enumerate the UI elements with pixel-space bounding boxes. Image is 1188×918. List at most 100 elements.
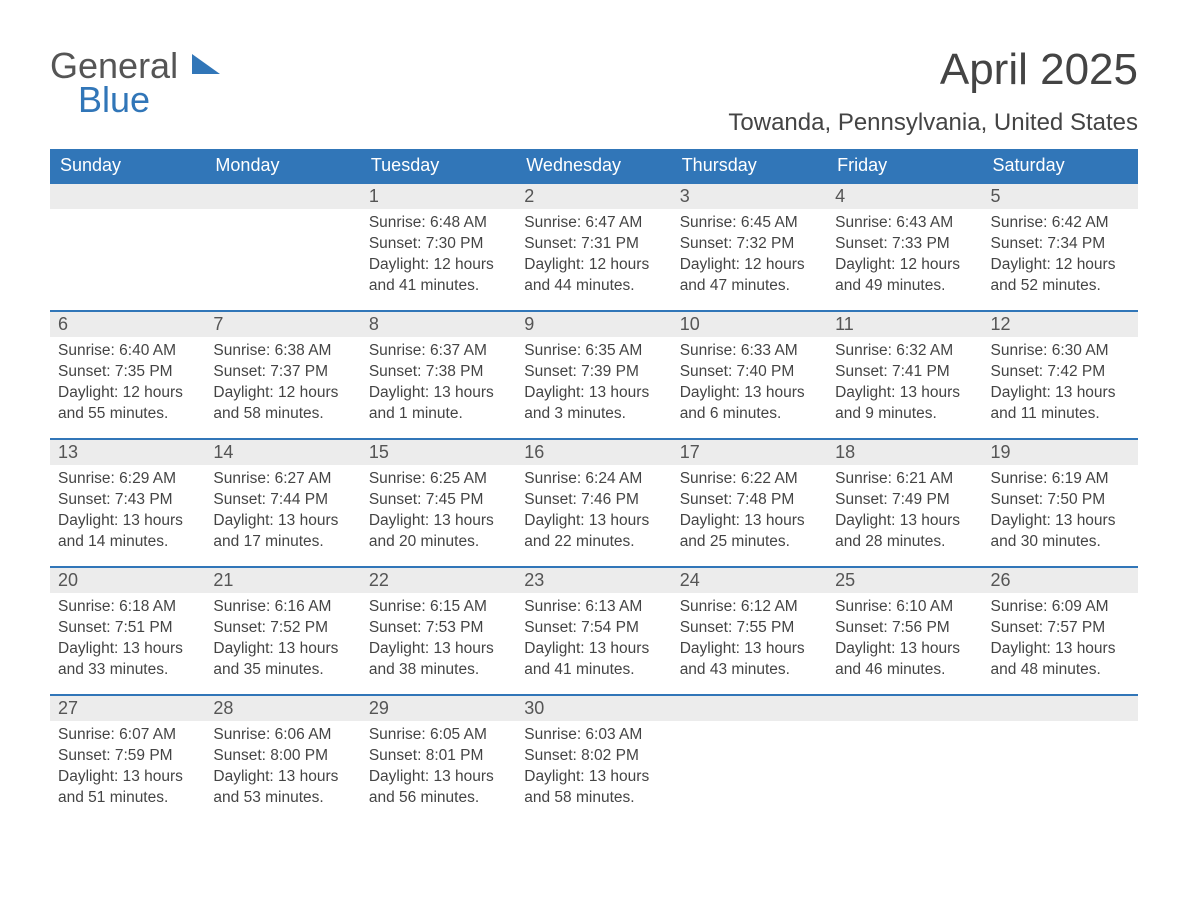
day-cell: 6Sunrise: 6:40 AMSunset: 7:35 PMDaylight… [50, 311, 205, 439]
sunrise-text: Sunrise: 6:45 AM [680, 213, 819, 234]
header: General Blue April 2025 Towanda, Pennsyl… [50, 45, 1138, 137]
daylight-text: Daylight: 13 hours and 1 minute. [369, 383, 508, 425]
sunset-text: Sunset: 8:01 PM [369, 746, 508, 767]
day-number: 17 [672, 440, 827, 465]
daylight-text: Daylight: 13 hours and 51 minutes. [58, 767, 197, 809]
day-cell: 27Sunrise: 6:07 AMSunset: 7:59 PMDayligh… [50, 695, 205, 823]
daylight-text: Daylight: 13 hours and 30 minutes. [991, 511, 1130, 553]
daylight-text: Daylight: 12 hours and 52 minutes. [991, 255, 1130, 297]
day-body: Sunrise: 6:30 AMSunset: 7:42 PMDaylight:… [983, 337, 1138, 435]
day-cell: 28Sunrise: 6:06 AMSunset: 8:00 PMDayligh… [205, 695, 360, 823]
sunset-text: Sunset: 7:34 PM [991, 234, 1130, 255]
sunset-text: Sunset: 8:00 PM [213, 746, 352, 767]
day-cell [672, 695, 827, 823]
day-body: Sunrise: 6:12 AMSunset: 7:55 PMDaylight:… [672, 593, 827, 691]
weekday-header: Thursday [672, 149, 827, 183]
week-row: 6Sunrise: 6:40 AMSunset: 7:35 PMDaylight… [50, 311, 1138, 439]
logo: General Blue [50, 45, 220, 121]
day-body: Sunrise: 6:16 AMSunset: 7:52 PMDaylight:… [205, 593, 360, 691]
day-cell: 21Sunrise: 6:16 AMSunset: 7:52 PMDayligh… [205, 567, 360, 695]
sunset-text: Sunset: 7:32 PM [680, 234, 819, 255]
sunset-text: Sunset: 7:31 PM [524, 234, 663, 255]
month-title: April 2025 [728, 45, 1138, 95]
sunset-text: Sunset: 7:40 PM [680, 362, 819, 383]
weekday-header: Sunday [50, 149, 205, 183]
day-body [983, 721, 1138, 735]
day-cell: 1Sunrise: 6:48 AMSunset: 7:30 PMDaylight… [361, 183, 516, 311]
location: Towanda, Pennsylvania, United States [728, 109, 1138, 137]
day-cell: 15Sunrise: 6:25 AMSunset: 7:45 PMDayligh… [361, 439, 516, 567]
sunset-text: Sunset: 7:52 PM [213, 618, 352, 639]
daylight-text: Daylight: 12 hours and 49 minutes. [835, 255, 974, 297]
weekday-header: Wednesday [516, 149, 671, 183]
day-number: 2 [516, 184, 671, 209]
day-body: Sunrise: 6:40 AMSunset: 7:35 PMDaylight:… [50, 337, 205, 435]
title-block: April 2025 Towanda, Pennsylvania, United… [728, 45, 1138, 137]
day-number [50, 184, 205, 209]
sunrise-text: Sunrise: 6:16 AM [213, 597, 352, 618]
day-number: 10 [672, 312, 827, 337]
day-number: 15 [361, 440, 516, 465]
day-body: Sunrise: 6:27 AMSunset: 7:44 PMDaylight:… [205, 465, 360, 563]
day-cell: 2Sunrise: 6:47 AMSunset: 7:31 PMDaylight… [516, 183, 671, 311]
daylight-text: Daylight: 13 hours and 56 minutes. [369, 767, 508, 809]
sunset-text: Sunset: 7:41 PM [835, 362, 974, 383]
day-number [205, 184, 360, 209]
daylight-text: Daylight: 13 hours and 53 minutes. [213, 767, 352, 809]
logo-text-blue: Blue [78, 79, 220, 121]
day-number: 12 [983, 312, 1138, 337]
day-cell: 18Sunrise: 6:21 AMSunset: 7:49 PMDayligh… [827, 439, 982, 567]
daylight-text: Daylight: 13 hours and 46 minutes. [835, 639, 974, 681]
sunset-text: Sunset: 7:33 PM [835, 234, 974, 255]
sunrise-text: Sunrise: 6:05 AM [369, 725, 508, 746]
day-number: 18 [827, 440, 982, 465]
sunset-text: Sunset: 7:42 PM [991, 362, 1130, 383]
day-body: Sunrise: 6:47 AMSunset: 7:31 PMDaylight:… [516, 209, 671, 307]
sunrise-text: Sunrise: 6:47 AM [524, 213, 663, 234]
day-number: 29 [361, 696, 516, 721]
weekday-header: Tuesday [361, 149, 516, 183]
day-number: 14 [205, 440, 360, 465]
day-body: Sunrise: 6:03 AMSunset: 8:02 PMDaylight:… [516, 721, 671, 819]
day-number: 27 [50, 696, 205, 721]
day-number: 19 [983, 440, 1138, 465]
sunrise-text: Sunrise: 6:07 AM [58, 725, 197, 746]
sunset-text: Sunset: 8:02 PM [524, 746, 663, 767]
sunset-text: Sunset: 7:44 PM [213, 490, 352, 511]
sunset-text: Sunset: 7:54 PM [524, 618, 663, 639]
sunset-text: Sunset: 7:30 PM [369, 234, 508, 255]
day-body: Sunrise: 6:22 AMSunset: 7:48 PMDaylight:… [672, 465, 827, 563]
daylight-text: Daylight: 12 hours and 58 minutes. [213, 383, 352, 425]
day-cell: 30Sunrise: 6:03 AMSunset: 8:02 PMDayligh… [516, 695, 671, 823]
day-cell: 11Sunrise: 6:32 AMSunset: 7:41 PMDayligh… [827, 311, 982, 439]
sunrise-text: Sunrise: 6:24 AM [524, 469, 663, 490]
week-row: 1Sunrise: 6:48 AMSunset: 7:30 PMDaylight… [50, 183, 1138, 311]
calendar-table: Sunday Monday Tuesday Wednesday Thursday… [50, 149, 1138, 823]
daylight-text: Daylight: 13 hours and 35 minutes. [213, 639, 352, 681]
weekday-header: Monday [205, 149, 360, 183]
day-cell: 9Sunrise: 6:35 AMSunset: 7:39 PMDaylight… [516, 311, 671, 439]
sunrise-text: Sunrise: 6:35 AM [524, 341, 663, 362]
day-cell: 12Sunrise: 6:30 AMSunset: 7:42 PMDayligh… [983, 311, 1138, 439]
daylight-text: Daylight: 13 hours and 17 minutes. [213, 511, 352, 553]
day-body: Sunrise: 6:09 AMSunset: 7:57 PMDaylight:… [983, 593, 1138, 691]
day-body: Sunrise: 6:32 AMSunset: 7:41 PMDaylight:… [827, 337, 982, 435]
sunrise-text: Sunrise: 6:15 AM [369, 597, 508, 618]
day-cell: 24Sunrise: 6:12 AMSunset: 7:55 PMDayligh… [672, 567, 827, 695]
day-body [827, 721, 982, 735]
sunset-text: Sunset: 7:49 PM [835, 490, 974, 511]
day-cell: 22Sunrise: 6:15 AMSunset: 7:53 PMDayligh… [361, 567, 516, 695]
sunrise-text: Sunrise: 6:32 AM [835, 341, 974, 362]
day-body: Sunrise: 6:35 AMSunset: 7:39 PMDaylight:… [516, 337, 671, 435]
sunset-text: Sunset: 7:51 PM [58, 618, 197, 639]
sunset-text: Sunset: 7:45 PM [369, 490, 508, 511]
daylight-text: Daylight: 13 hours and 11 minutes. [991, 383, 1130, 425]
sunset-text: Sunset: 7:35 PM [58, 362, 197, 383]
day-number: 20 [50, 568, 205, 593]
day-number: 6 [50, 312, 205, 337]
day-cell [827, 695, 982, 823]
day-cell: 14Sunrise: 6:27 AMSunset: 7:44 PMDayligh… [205, 439, 360, 567]
sunrise-text: Sunrise: 6:43 AM [835, 213, 974, 234]
day-body: Sunrise: 6:37 AMSunset: 7:38 PMDaylight:… [361, 337, 516, 435]
day-cell: 25Sunrise: 6:10 AMSunset: 7:56 PMDayligh… [827, 567, 982, 695]
